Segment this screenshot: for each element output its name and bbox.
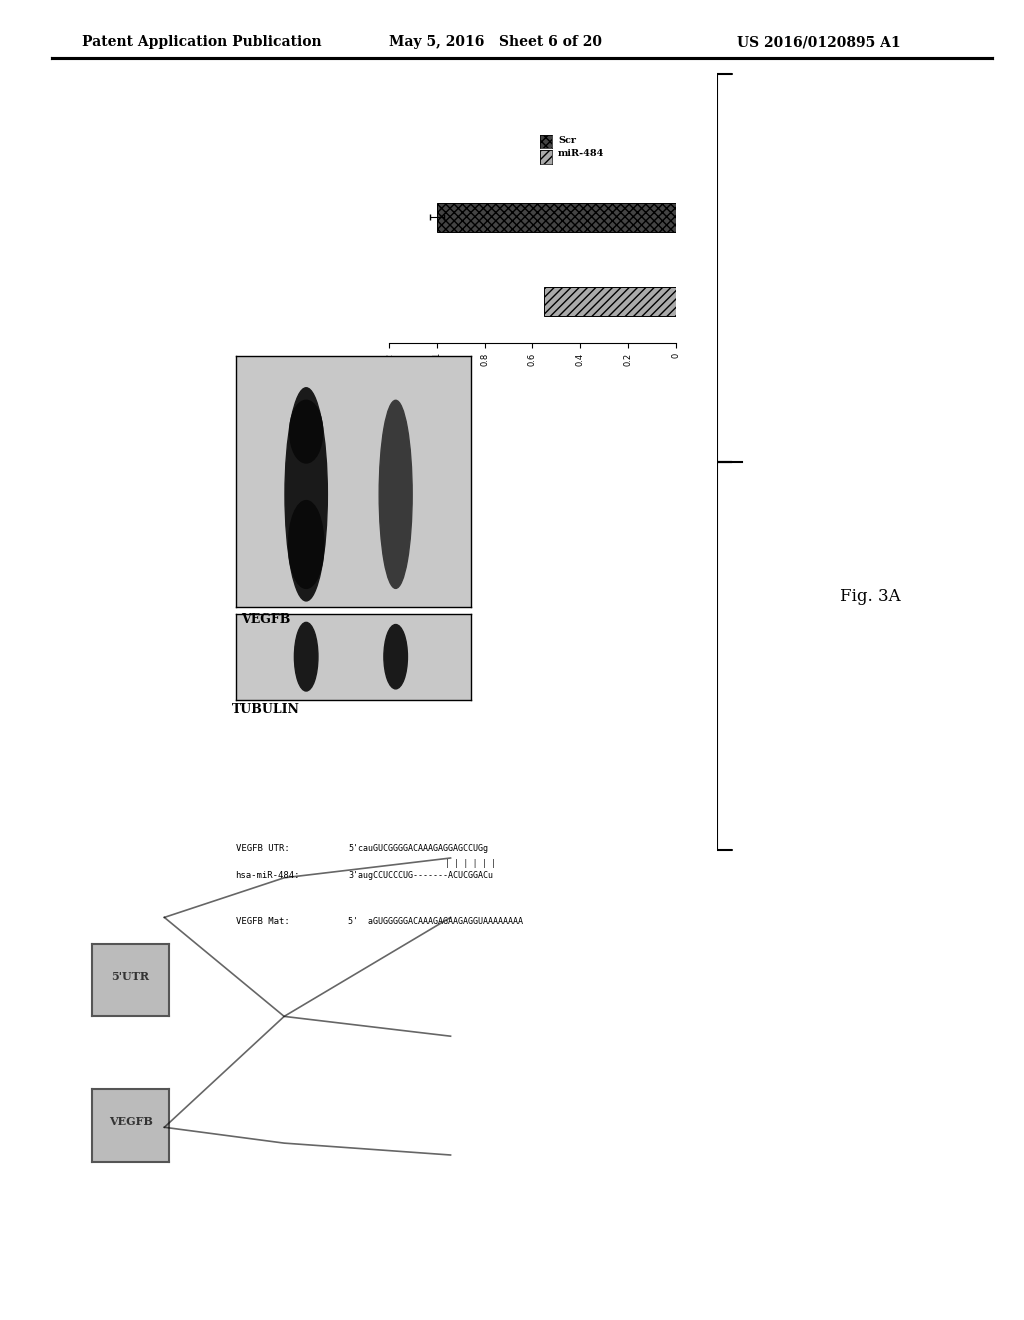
Text: Patent Application Publication: Patent Application Publication (82, 36, 322, 49)
Text: TUBULIN: TUBULIN (232, 702, 300, 715)
Ellipse shape (289, 500, 324, 589)
Text: 3'augCCUCCCUG-------ACUCGGACu: 3'augCCUCCCUG-------ACUCGGACu (348, 871, 494, 880)
Text: VEGFB: VEGFB (242, 612, 291, 626)
Text: hsa-miR-484:: hsa-miR-484: (236, 871, 300, 880)
Text: VEGFB Mat:: VEGFB Mat: (236, 917, 289, 927)
Text: 5'  aGUGGGGGACAAAGAGAAGAGGUAAAAAAAA: 5' aGUGGGGGACAAAGAGAAGAGGUAAAAAAAA (348, 917, 523, 927)
Text: miR-484: miR-484 (558, 149, 604, 158)
Ellipse shape (285, 388, 328, 601)
Ellipse shape (290, 400, 323, 463)
Ellipse shape (379, 400, 413, 589)
Bar (545, 286, 676, 315)
Text: Fig. 3A: Fig. 3A (840, 587, 900, 605)
Text: VEGFB: VEGFB (109, 1117, 153, 1127)
Text: US 2016/0120895 A1: US 2016/0120895 A1 (737, 36, 901, 49)
Text: Scr: Scr (558, 136, 577, 145)
Bar (437, 202, 676, 232)
Ellipse shape (384, 624, 408, 689)
Text: | | | | | |: | | | | | | (445, 859, 497, 869)
Text: VEGFB UTR:: VEGFB UTR: (236, 845, 289, 854)
Text: 5'UTR: 5'UTR (112, 972, 150, 982)
Ellipse shape (295, 623, 318, 692)
Text: 5'cauGUCGGGGACAAAGAGGAGCCUGg: 5'cauGUCGGGGACAAAGAGGAGCCUGg (348, 845, 488, 854)
Text: May 5, 2016   Sheet 6 of 20: May 5, 2016 Sheet 6 of 20 (389, 36, 602, 49)
